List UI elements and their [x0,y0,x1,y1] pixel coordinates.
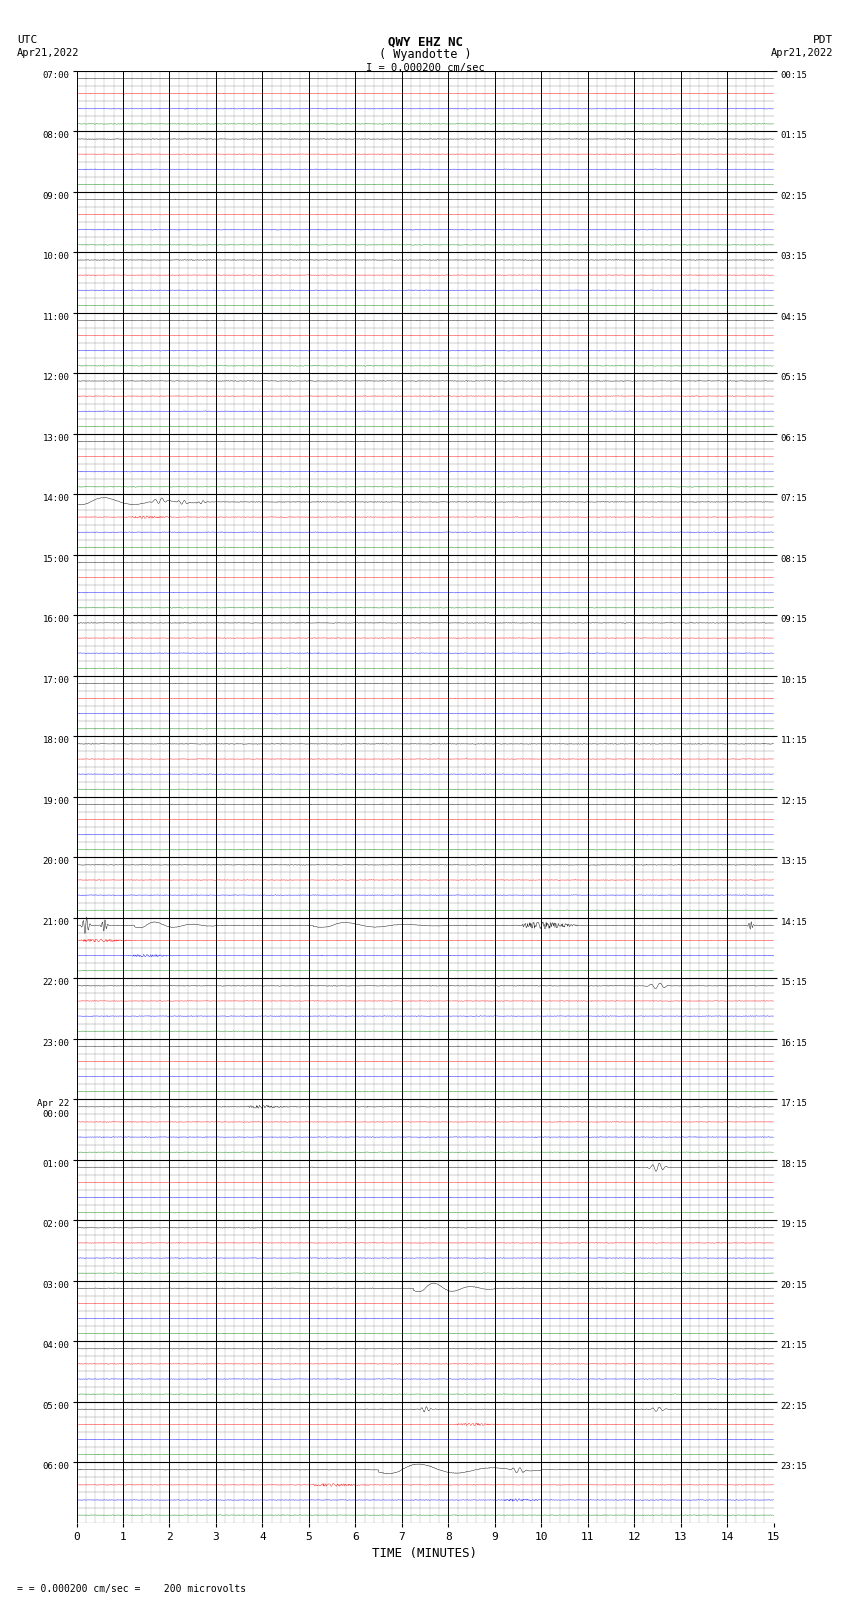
Text: Apr21,2022: Apr21,2022 [770,48,833,58]
Text: PDT: PDT [813,35,833,45]
Text: UTC: UTC [17,35,37,45]
Text: I = 0.000200 cm/sec: I = 0.000200 cm/sec [366,63,484,73]
Text: Apr21,2022: Apr21,2022 [17,48,80,58]
Text: ( Wyandotte ): ( Wyandotte ) [379,48,471,61]
Text: = = 0.000200 cm/sec =    200 microvolts: = = 0.000200 cm/sec = 200 microvolts [17,1584,246,1594]
Text: QWY EHZ NC: QWY EHZ NC [388,35,462,48]
X-axis label: TIME (MINUTES): TIME (MINUTES) [372,1547,478,1560]
